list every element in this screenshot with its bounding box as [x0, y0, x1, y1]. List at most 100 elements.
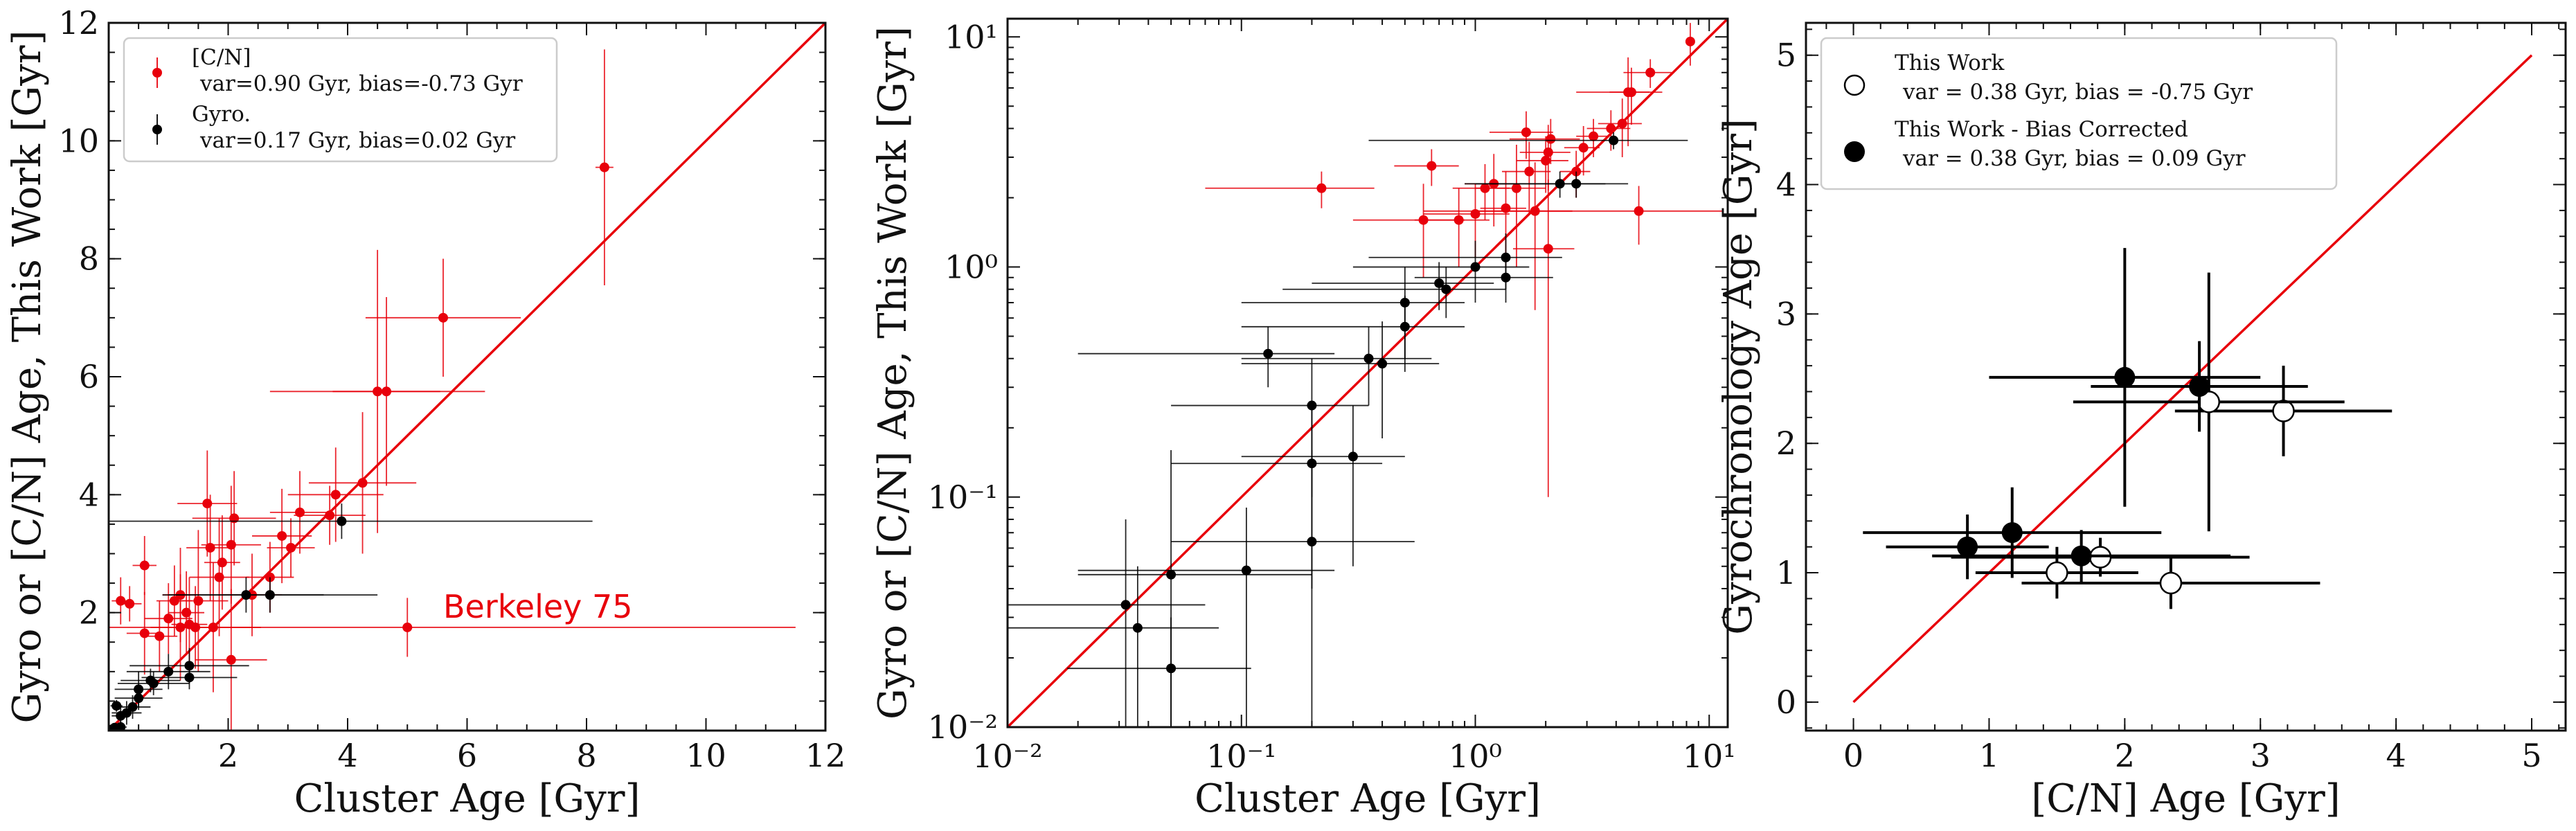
- data-point: [382, 386, 392, 397]
- data-point-open: [2046, 561, 2068, 584]
- x-tick-label: 10: [686, 737, 726, 774]
- y-tick-label: 10: [58, 122, 99, 159]
- legend-box: [123, 37, 558, 163]
- plot-frame: [1805, 21, 2567, 732]
- legend-label-line1: This Work - Bias Corrected: [1895, 117, 2188, 142]
- data-point-open: [2159, 571, 2183, 595]
- data-point: [277, 530, 287, 541]
- legend-label-line1: Gyro.: [192, 102, 251, 127]
- series-gyro-: [1008, 132, 1688, 727]
- series-this-work: [1951, 272, 2392, 609]
- series-gyro-: [109, 503, 593, 731]
- data-point: [1470, 262, 1481, 272]
- data-point-open: [2272, 400, 2295, 422]
- legend-marker: [152, 125, 162, 134]
- plot-frame: [1006, 17, 1729, 729]
- data-point: [1555, 179, 1565, 189]
- data-point: [1521, 127, 1531, 138]
- data-point: [1524, 166, 1535, 177]
- data-point: [330, 490, 341, 500]
- data-point: [1578, 143, 1589, 153]
- data-point: [184, 672, 195, 683]
- data-point: [139, 560, 150, 571]
- data-point: [111, 701, 122, 711]
- data-point: [241, 590, 251, 600]
- x-tick-label: 1: [1979, 737, 1999, 774]
- data-point: [1263, 348, 1273, 359]
- x-tick-label: 8: [576, 737, 596, 774]
- y-tick-label: 8: [79, 240, 99, 278]
- data-point: [1617, 118, 1627, 129]
- data-point: [1348, 452, 1358, 462]
- x-tick-label: 10⁰: [1449, 738, 1502, 775]
- data-point: [295, 507, 305, 517]
- x-tick-label: 4: [337, 737, 357, 774]
- annotation-berkeley-75: Berkeley 75: [443, 588, 633, 625]
- data-point: [1609, 135, 1619, 145]
- y-tick-label: 2: [1776, 425, 1796, 462]
- legend-label-line2: var = 0.38 Gyr, bias = -0.75 Gyr: [1902, 80, 2253, 105]
- data-point: [1377, 359, 1388, 369]
- ticks: 10⁻²10⁻² 10⁻¹ 10⁻¹ 10⁰ 10⁰ 10¹ 10¹: [928, 18, 1736, 775]
- data-point: [154, 631, 165, 641]
- data-point: [1685, 36, 1695, 46]
- legend-label-line2: var=0.90 Gyr, bias=-0.73 Gyr: [199, 71, 523, 96]
- data-point: [1543, 147, 1553, 157]
- data-point: [1307, 400, 1317, 411]
- y-tick-label: 2: [79, 594, 99, 632]
- y-tick-label: 3: [1776, 295, 1796, 332]
- data-point: [1543, 244, 1553, 254]
- data-point: [337, 516, 347, 526]
- data-point: [205, 542, 215, 553]
- x-tick-label: 10⁻²: [972, 738, 1042, 775]
- data-point: [1426, 161, 1437, 171]
- legend-label-line2: var=0.17 Gyr, bias=0.02 Gyr: [199, 128, 515, 153]
- data-point: [438, 312, 448, 323]
- data-point: [1589, 131, 1599, 141]
- data-point: [1634, 206, 1644, 216]
- panel-3: 0 1 2 3 4 5 0 1 2 3 4 5 [C/N] Age [Gyr] Gyrochronolog…: [1716, 21, 2567, 821]
- data-point: [1418, 215, 1429, 225]
- x-tick-label: 4: [2386, 737, 2406, 774]
- y-tick-label: 10⁰: [945, 249, 998, 286]
- y-tick-label: 6: [79, 358, 99, 395]
- data-point: [1241, 565, 1251, 575]
- x-tick-label: 6: [457, 737, 477, 774]
- data-point-filled: [2070, 545, 2092, 566]
- data-point: [1166, 663, 1177, 674]
- x-tick-label: 3: [2251, 737, 2271, 774]
- y-tick-label: 0: [1776, 683, 1796, 721]
- y-tick-label: 10¹: [945, 18, 998, 55]
- data-point-filled: [2001, 522, 2023, 544]
- legend-label-line1: [C/N]: [192, 45, 251, 70]
- data-point: [163, 614, 174, 624]
- data-point: [1120, 600, 1131, 610]
- data-point: [1480, 183, 1490, 193]
- panel-2: 10⁻²10⁻² 10⁻¹ 10⁻¹ 10⁰ 10⁰ 10¹ 10¹ Cluster Age …: [870, 17, 1736, 821]
- data-point: [402, 622, 413, 632]
- data-layer: [1852, 54, 2533, 704]
- data-point: [1434, 278, 1444, 288]
- data-point: [145, 675, 156, 686]
- x-tick-label: 10⁻¹: [1206, 738, 1276, 775]
- legend: This Work var = 0.38 Gyr, bias = -0.75 Gy…: [1820, 37, 2338, 190]
- y-tick-label: 4: [79, 476, 99, 513]
- x-tick-label: 2: [218, 737, 238, 774]
- y-tick-label: 12: [58, 4, 99, 42]
- x-tick-label: 2: [2115, 737, 2135, 774]
- legend: [C/N]var=0.90 Gyr, bias=-0.73 Gyr Gyro.va…: [123, 37, 558, 163]
- data-point: [286, 542, 296, 553]
- series-this-work-bias-corrected: [1863, 248, 2308, 582]
- series--c-n-: [1205, 23, 1724, 497]
- x-tick-label: 5: [2521, 737, 2541, 774]
- data-point: [109, 724, 117, 731]
- y-tick-label: 1: [1776, 554, 1796, 591]
- legend-marker-filled: [1844, 141, 1865, 162]
- data-point: [1501, 272, 1511, 283]
- y-axis-label: Gyro or [C/N] Age, This Work [Gyr]: [870, 26, 915, 720]
- plot-frame: [107, 21, 827, 732]
- x-axis-label: Cluster Age [Gyr]: [1195, 776, 1541, 821]
- data-point: [169, 596, 179, 606]
- data-point: [1166, 569, 1177, 580]
